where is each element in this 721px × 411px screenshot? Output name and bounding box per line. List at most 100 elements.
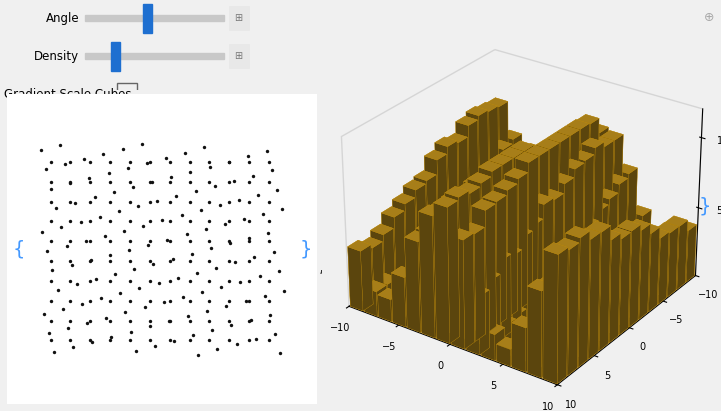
- Point: [261, 148, 273, 155]
- Point: [124, 159, 136, 165]
- Point: [186, 250, 198, 257]
- Point: [89, 194, 100, 201]
- Text: {: {: [12, 239, 25, 258]
- Point: [176, 212, 187, 219]
- Point: [84, 178, 96, 185]
- Point: [105, 317, 116, 324]
- Point: [65, 198, 76, 205]
- Point: [105, 178, 116, 185]
- Point: [144, 337, 156, 344]
- Point: [105, 159, 116, 165]
- Point: [274, 350, 286, 356]
- Point: [267, 167, 278, 174]
- Point: [124, 337, 136, 344]
- Point: [209, 182, 221, 189]
- Point: [263, 238, 275, 245]
- Point: [184, 298, 195, 304]
- Point: [224, 178, 235, 185]
- Point: [45, 337, 56, 344]
- Point: [229, 259, 241, 266]
- Point: [164, 277, 175, 284]
- Point: [48, 349, 60, 356]
- Point: [254, 273, 265, 280]
- Point: [57, 305, 68, 312]
- Point: [70, 199, 81, 206]
- Point: [263, 258, 275, 264]
- Point: [180, 149, 191, 156]
- Point: [263, 159, 275, 165]
- Point: [199, 144, 211, 151]
- Point: [84, 218, 96, 225]
- Point: [158, 299, 169, 305]
- Point: [243, 317, 255, 324]
- Point: [277, 206, 288, 212]
- Point: [263, 198, 275, 205]
- Text: Angle: Angle: [45, 12, 79, 25]
- Point: [164, 317, 175, 324]
- Text: Gradient Scale Cubes: Gradient Scale Cubes: [4, 88, 131, 102]
- Point: [65, 337, 76, 344]
- Point: [132, 203, 143, 210]
- Point: [203, 258, 215, 264]
- Point: [272, 186, 283, 193]
- Point: [125, 328, 136, 335]
- Point: [164, 337, 175, 344]
- Point: [224, 277, 235, 284]
- Point: [144, 178, 156, 185]
- Point: [149, 342, 161, 349]
- Point: [203, 238, 215, 245]
- Point: [144, 258, 156, 264]
- Point: [224, 298, 235, 304]
- Point: [84, 258, 96, 264]
- Point: [224, 159, 235, 165]
- Point: [94, 213, 105, 220]
- Point: [144, 317, 156, 324]
- Point: [148, 261, 159, 267]
- Point: [124, 298, 136, 304]
- Point: [146, 179, 158, 185]
- Point: [84, 317, 96, 324]
- Text: }: }: [699, 196, 712, 215]
- Point: [105, 218, 116, 225]
- Point: [144, 159, 156, 165]
- Point: [164, 258, 175, 264]
- Point: [156, 217, 168, 224]
- Point: [50, 204, 62, 211]
- Point: [184, 178, 195, 185]
- Point: [54, 142, 66, 148]
- Point: [193, 351, 204, 358]
- Point: [59, 161, 71, 168]
- Point: [226, 322, 237, 328]
- Point: [124, 218, 136, 225]
- Point: [172, 275, 184, 281]
- Point: [143, 241, 154, 248]
- Point: [212, 346, 224, 353]
- Point: [66, 262, 77, 268]
- Point: [133, 285, 145, 291]
- Point: [61, 243, 72, 249]
- Point: [243, 238, 255, 245]
- Point: [144, 238, 156, 245]
- Point: [90, 276, 102, 282]
- Point: [103, 170, 115, 176]
- Bar: [229, 44, 249, 68]
- Point: [164, 298, 175, 304]
- Point: [243, 337, 255, 344]
- Point: [206, 327, 218, 333]
- Point: [263, 218, 275, 225]
- Point: [98, 151, 110, 157]
- Point: [234, 278, 246, 285]
- Point: [80, 238, 92, 244]
- Point: [124, 317, 136, 324]
- Point: [184, 337, 195, 344]
- Point: [105, 277, 116, 284]
- Point: [187, 332, 199, 339]
- Point: [203, 337, 215, 344]
- Bar: [85, 15, 224, 21]
- Point: [190, 188, 201, 194]
- Text: ,: ,: [318, 258, 324, 276]
- Point: [144, 298, 156, 304]
- Point: [65, 218, 76, 225]
- Point: [224, 238, 235, 245]
- Point: [203, 218, 215, 225]
